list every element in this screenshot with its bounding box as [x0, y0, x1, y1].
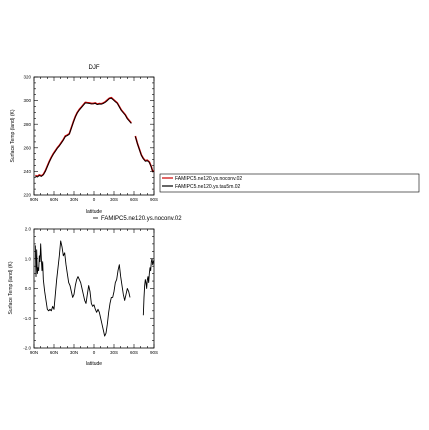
top-x-tick-label: 0 [93, 197, 96, 202]
bottom-x-tick-label: 90N [30, 350, 38, 355]
bottom-plot-area: 90N 60N 30N 0 30S 60S 90S -2.0 -1.0 0.0 1.0 2.0 [23, 227, 158, 355]
bottom-chart-title: FAMIPC5.ne120.ys.noconv.02 [101, 216, 182, 222]
top-y-axis-label: Surface Temp (land) (K) [10, 109, 16, 162]
top-y-tick-label: 300 [23, 98, 31, 103]
top-x-tick-label: 90N [30, 197, 38, 202]
bottom-y-axis-label: Surface Temp (land) (K) [8, 261, 14, 314]
bottom-x-tick-label: 60S [130, 350, 138, 355]
bottom-x-tick-label: 60N [50, 350, 58, 355]
bottom-series-line-0 [34, 240, 131, 337]
bottom-y-tick-label: 2.0 [25, 227, 32, 232]
bottom-x-tick-label: 30N [70, 350, 78, 355]
bottom-x-axis-label: latitude [86, 361, 102, 367]
bottom-y-tick-label: -1.0 [23, 316, 31, 321]
top-x-tick-label: 60S [130, 197, 138, 202]
top-legend-box [159, 173, 420, 193]
legend-label-noconv: FAMIPC5.ne120.ys.noconv.02 [175, 176, 242, 182]
top-y-tick-label: 220 [23, 193, 31, 198]
bottom-y-tick-label: 0.0 [25, 286, 32, 291]
bottom-y-tick-label: -2.0 [23, 346, 31, 351]
top-x-tick-label: 60N [50, 197, 58, 202]
legend-label-tau5m: FAMIPC5.ne120.ys.tau5m.02 [175, 184, 241, 190]
top-x-tick-label: 90S [150, 197, 158, 202]
top-panel: DJF 90N 60N 30N 0 30S 60S 90S 220 240 260 280 300 32… [10, 65, 420, 215]
bottom-plot-frame [33, 228, 155, 349]
bottom-x-tick-label: 90S [150, 350, 158, 355]
top-x-axis-label: latitude [86, 209, 102, 215]
top-plot-area: 90N 60N 30N 0 30S 60S 90S 220 240 260 280 300 320 [23, 75, 158, 202]
top-x-tick-label: 30N [70, 197, 78, 202]
bottom-y-tick-label: 1.0 [25, 256, 32, 261]
top-series-line-1 [134, 136, 155, 173]
bottom-series-line-0 [142, 258, 155, 316]
top-x-tick-label: 30S [110, 197, 118, 202]
top-y-tick-label: 240 [23, 169, 31, 174]
top-y-tick-label: 320 [23, 75, 31, 80]
top-legend: FAMIPC5.ne120.ys.noconv.02 FAMIPC5.ne120… [159, 173, 420, 193]
bottom-panel: FAMIPC5.ne120.ys.noconv.02 90N 60N 30N 0 30S… [8, 216, 182, 367]
top-series-line-1 [35, 97, 132, 178]
top-chart-title: DJF [89, 65, 100, 71]
top-y-tick-label: 280 [23, 122, 31, 127]
top-series-line-0 [35, 96, 132, 178]
bottom-x-tick-label: 0 [93, 350, 96, 355]
top-y-tick-label: 260 [23, 145, 31, 150]
bottom-x-tick-label: 30S [110, 350, 118, 355]
